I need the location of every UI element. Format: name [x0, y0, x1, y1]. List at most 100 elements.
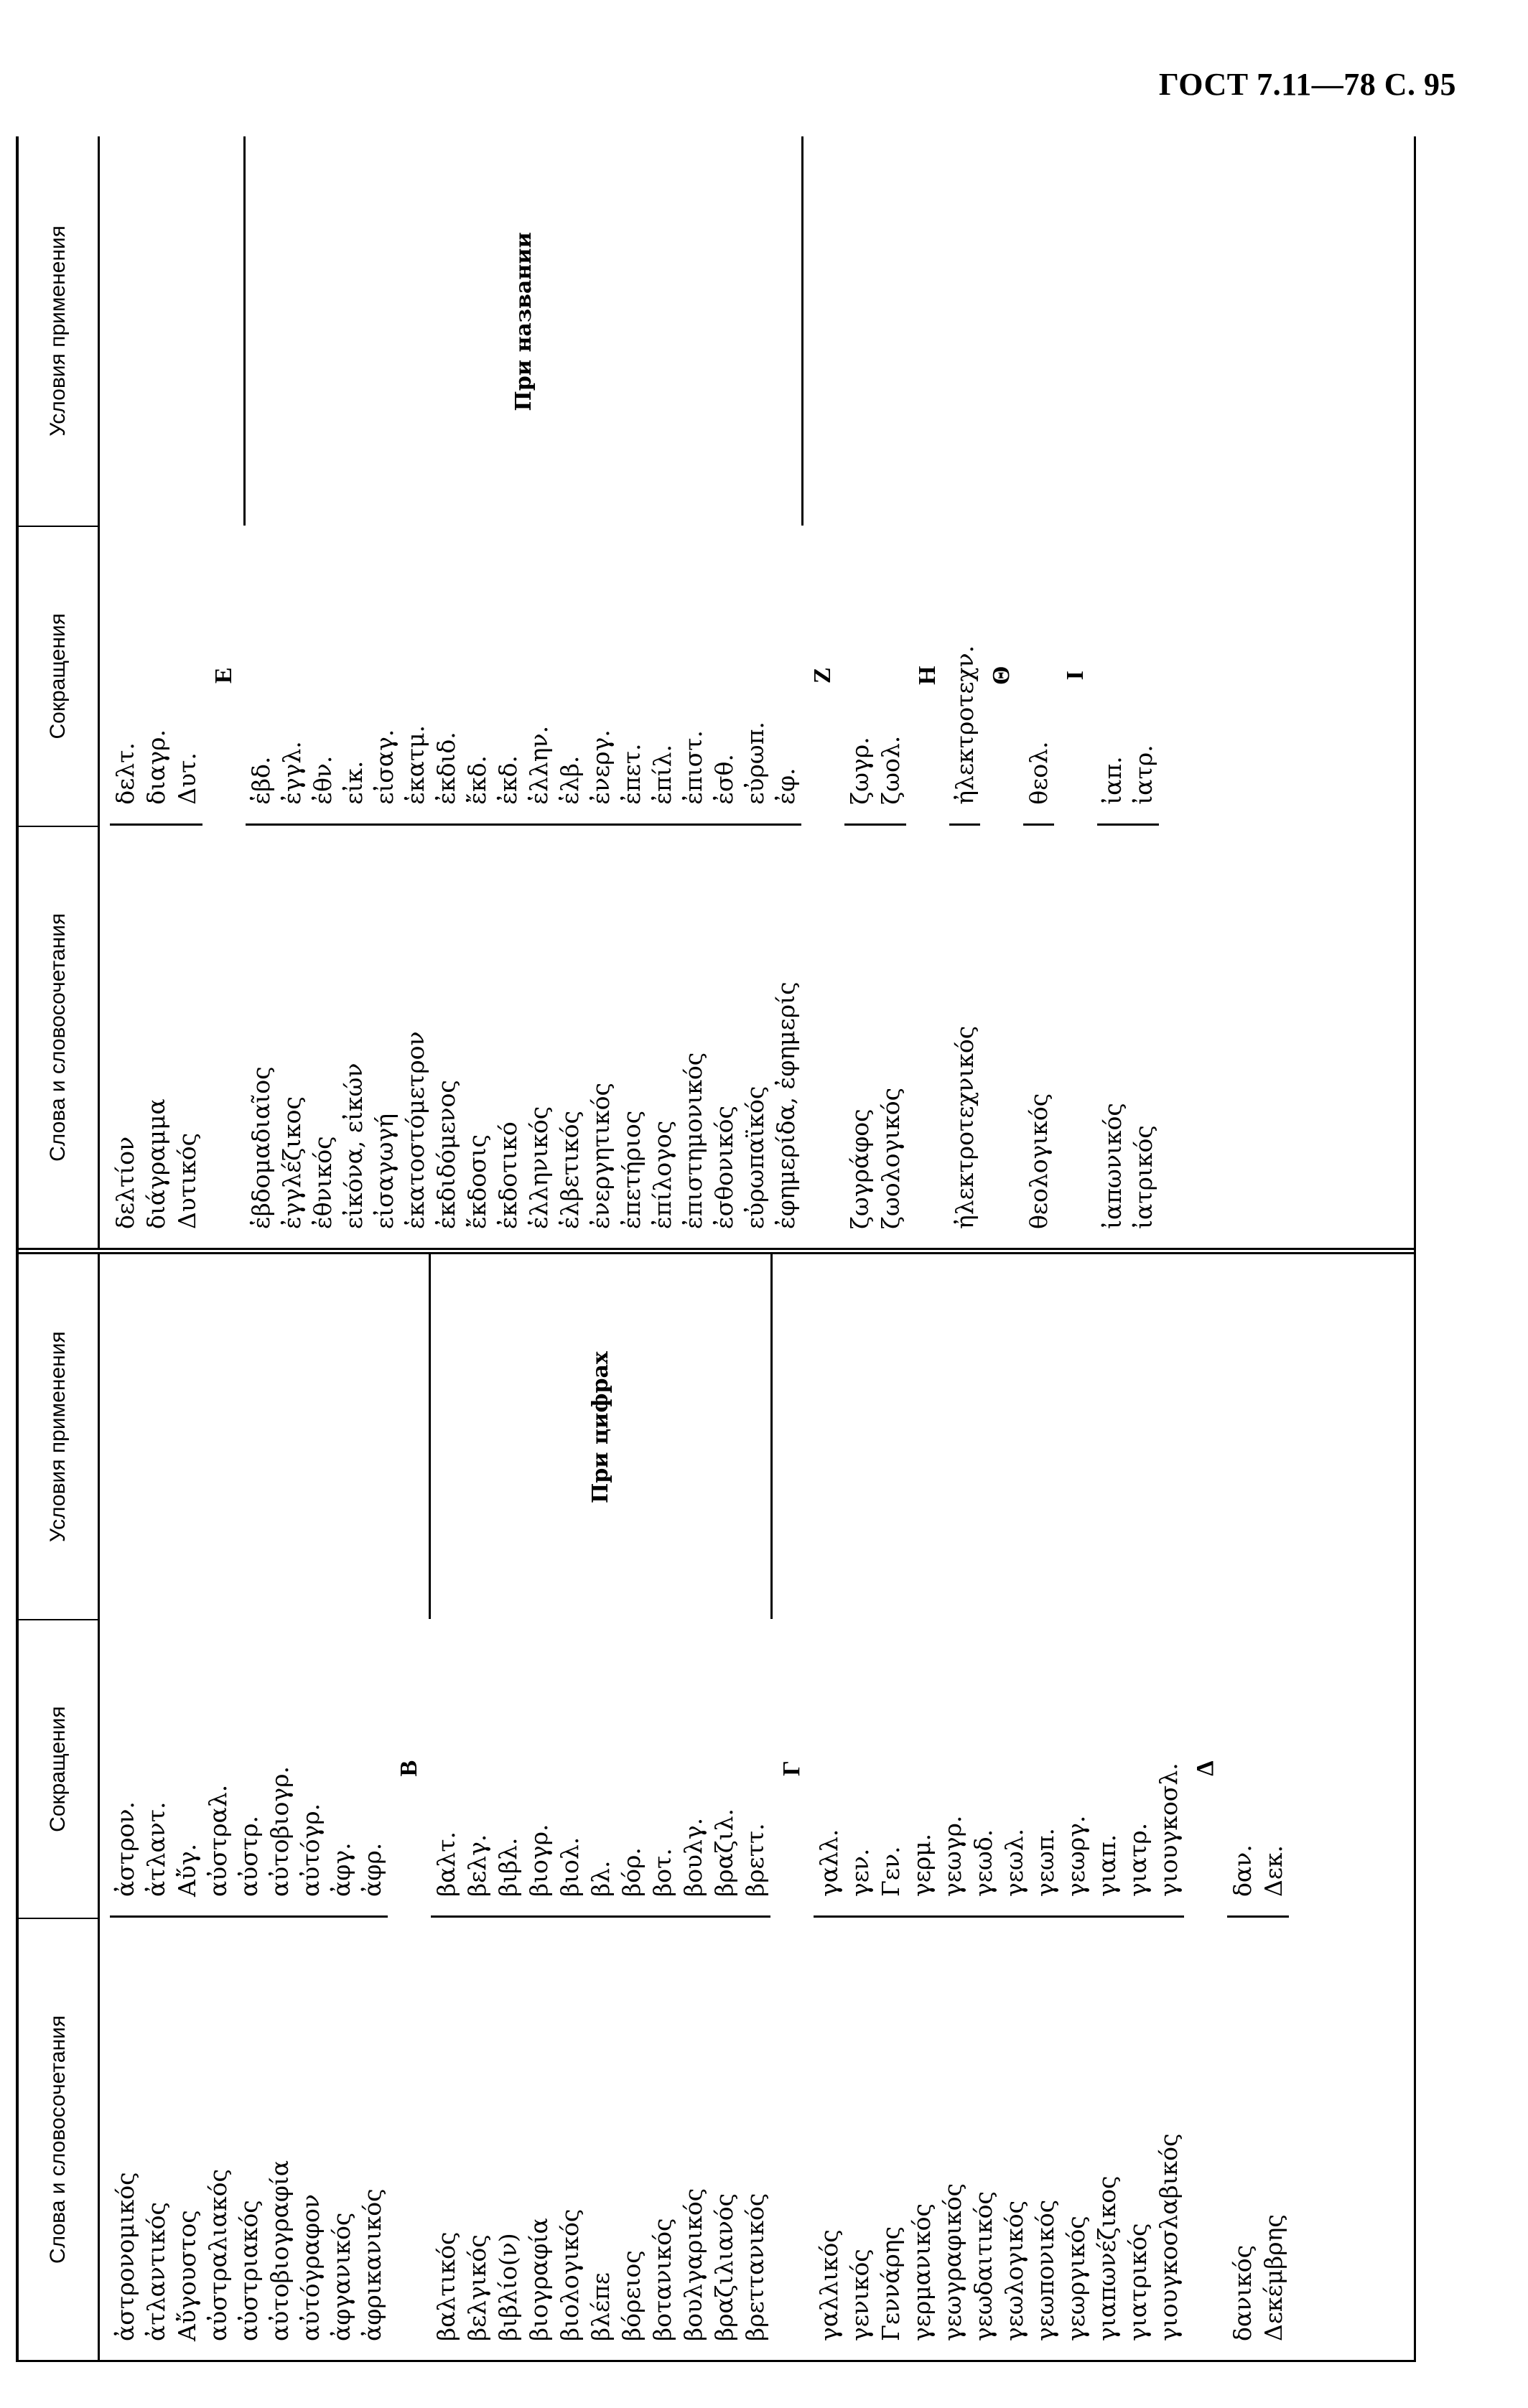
word-entry: αὐτοβιογραφία	[266, 2160, 294, 2341]
word-entry: βιβλίο(ν)	[494, 2233, 522, 2341]
section-letter-row: E	[202, 136, 246, 1248]
table-half-right: Слова и словосочетания Сокращения Услови…	[19, 136, 1414, 1248]
condition-cell	[110, 1254, 388, 1619]
word-entry: βαλτικός	[432, 2231, 460, 2341]
word-entry: θεολογικός	[1025, 1093, 1053, 1229]
abbreviation-entry: αὐστρ.	[235, 1815, 263, 1897]
section-letter-row: Z	[801, 136, 844, 1248]
condition-cell	[949, 136, 980, 526]
words-cell: ἰαπωνικός ἰατρικός	[1097, 826, 1159, 1248]
word-entry: βουλγαρικός	[679, 2188, 707, 2341]
spacer	[770, 1254, 814, 1619]
section-row: βαλτικός βελγικός βιβλίο(ν) βιογραφία βιολογ…	[429, 1254, 773, 2360]
condition-cell	[1097, 136, 1159, 526]
header-abbreviations: Сокращения	[19, 1619, 98, 1918]
abbreviation-entry: ἀστρον.	[111, 1801, 139, 1897]
abbreviation-entry: ἀφρ.	[358, 1842, 386, 1897]
word-entry: εὐρωπαϊκός	[741, 1086, 769, 1229]
word-entry: ἀφρικανικός	[358, 2188, 386, 2341]
abbreviation-entry: βόρ.	[618, 1847, 646, 1897]
section-row: ἰαπωνικός ἰατρικός ἰαπ. ἰατρ.	[1097, 136, 1159, 1248]
abbreviation-entry: γεωδ.	[969, 1829, 997, 1897]
abbreviation-entry: ἐθν.	[309, 755, 337, 805]
abbreviation-entry: Δυτ.	[173, 752, 201, 805]
word-entry: ἀστρονομικός	[111, 2172, 139, 2341]
abbreviation-entry: βλ.	[587, 1860, 615, 1897]
word-entry: βιολογικός	[556, 2208, 584, 2341]
abbreviation-entry: δαν.	[1229, 1844, 1257, 1897]
spacer	[1184, 1254, 1227, 1619]
abbreviation-entry: ἐνεργ.	[587, 729, 615, 805]
abbreviation-entry: γεν.	[846, 1848, 874, 1897]
header-words: Слова и словосочетания	[19, 825, 98, 1248]
abbreviation-entry: ἐκδ.	[494, 755, 522, 805]
abbreviation-entry: γιατρ.	[1124, 1822, 1152, 1897]
abbreviations-cell: ζωγρ. ζωολ.	[844, 525, 906, 826]
abbreviation-entry: ἰατρ.	[1129, 745, 1157, 805]
abbreviation-table: Слова и словосочетания Сокращения Услови…	[16, 136, 1416, 2362]
word-entry: Δυτικός	[173, 1132, 201, 1229]
rotated-table-wrapper: Слова и словосочетания Сокращения Услови…	[16, 136, 1416, 2362]
word-entry: βλέπε	[587, 2272, 615, 2341]
abbreviation-entry: βελγ.	[463, 1834, 491, 1897]
condition-cell	[844, 136, 906, 526]
abbreviation-entry: βουλγ.	[679, 1817, 707, 1897]
table-header: Слова и словосочетания Сокращения Услови…	[19, 1254, 100, 2360]
words-cell: δελτίον διάγραμμα Δυτικός	[110, 826, 202, 1248]
section-letter: Z	[809, 667, 836, 684]
word-entry: ἐνεργητικός	[587, 1083, 615, 1229]
abbreviation-entry: γαλλ.	[815, 1829, 843, 1897]
abbreviations-cell: δαν. Δεκ.	[1227, 1619, 1289, 1918]
word-entry: ἐφημερίδα, ἐφημερίς	[772, 981, 800, 1229]
word-entry: ζωγράφος	[846, 1109, 874, 1229]
abbreviation-entry: γεωγρ.	[938, 1815, 966, 1897]
spacer	[1184, 1918, 1227, 2360]
section-row: θεολογικός θεολ.	[1023, 136, 1054, 1248]
word-entry: ἐθνικός	[309, 1136, 337, 1229]
section-letter-row: H	[906, 136, 949, 1248]
section-row: δανικός Δεκέμβρης δαν. Δεκ.	[1227, 1254, 1289, 2360]
word-entry: δελτίον	[111, 1136, 139, 1229]
word-entry: γενικός	[846, 2249, 874, 2341]
section-letter-row: Δ	[1184, 1254, 1227, 2360]
abbreviation-entry: ἐπιστ.	[679, 730, 707, 805]
word-entry: ἑλληνικός	[525, 1106, 553, 1229]
section-letter: B	[396, 1760, 422, 1777]
spacer	[1054, 826, 1097, 1248]
abbreviation-entry: Δεκ.	[1259, 1844, 1287, 1897]
word-entry: ἐπιστημονικός	[679, 1052, 707, 1229]
abbreviations-cell: ἠλεκτροτεχν.	[949, 525, 980, 826]
word-entry: γιατρικός	[1124, 2223, 1152, 2341]
word-entry: ἀτλαντικός	[142, 2202, 170, 2341]
word-entry: ἐκδιδόμενος	[432, 1080, 460, 1229]
abbreviation-entry: ἐπίλ.	[648, 745, 676, 805]
words-cell: γαλλικός γενικός Γεννάρης γερμανικός γεωγραφ…	[814, 1918, 1184, 2360]
section-letter: H	[914, 666, 941, 686]
abbreviations-cell: ἰαπ. ἰατρ.	[1097, 525, 1159, 826]
word-entry: βόρειος	[618, 2250, 646, 2341]
abbreviation-entry: γεωργ.	[1062, 1815, 1090, 1897]
abbreviation-entry: βοτ.	[648, 1848, 676, 1897]
abbreviation-entry: εἰκ.	[340, 760, 368, 805]
header-conditions: Условия применения	[46, 225, 70, 437]
abbreviation-entry: βρεττ.	[741, 1823, 769, 1897]
abbreviations-cell: βαλτ. βελγ. βιβλ. βιογρ. βιολ. βλ. βόρ. βοτ. βου…	[431, 1619, 770, 1918]
section-row: δελτίον διάγραμμα Δυτικός δελτ. διαγρ. Δυτ.	[110, 136, 202, 1248]
spacer	[388, 1918, 431, 2360]
section-row: ἀστρονομικός ἀτλαντικός Αὔγουστος αὐστραλια…	[110, 1254, 388, 2360]
word-entry: αὐστριακός	[235, 2200, 263, 2341]
words-cell: ἑβδομαδιαῖος ἐγγλέζικος ἐθνικός εἰκόνα, εἰκ…	[246, 826, 801, 1248]
word-entry: Γεννάρης	[877, 2226, 905, 2341]
words-cell: ζωγράφος ζωολογικός	[844, 826, 906, 1248]
word-entry: ἐκδοτικό	[494, 1121, 522, 1229]
word-entry: ἑκατοστόμετρον	[401, 1031, 429, 1229]
abbreviation-entry: ἐγγλ.	[278, 741, 306, 805]
spacer	[202, 826, 246, 1248]
condition-cell	[814, 1254, 1184, 1619]
spacer	[801, 826, 844, 1248]
words-cell: ἠλεκτροτεχνικός	[949, 826, 980, 1248]
abbreviation-entry: αὐτόγρ.	[297, 1803, 325, 1897]
word-entry: γερμανικός	[908, 2203, 936, 2341]
word-entry: ἰαπωνικός	[1099, 1103, 1127, 1229]
condition-cell: При названии	[243, 136, 803, 526]
